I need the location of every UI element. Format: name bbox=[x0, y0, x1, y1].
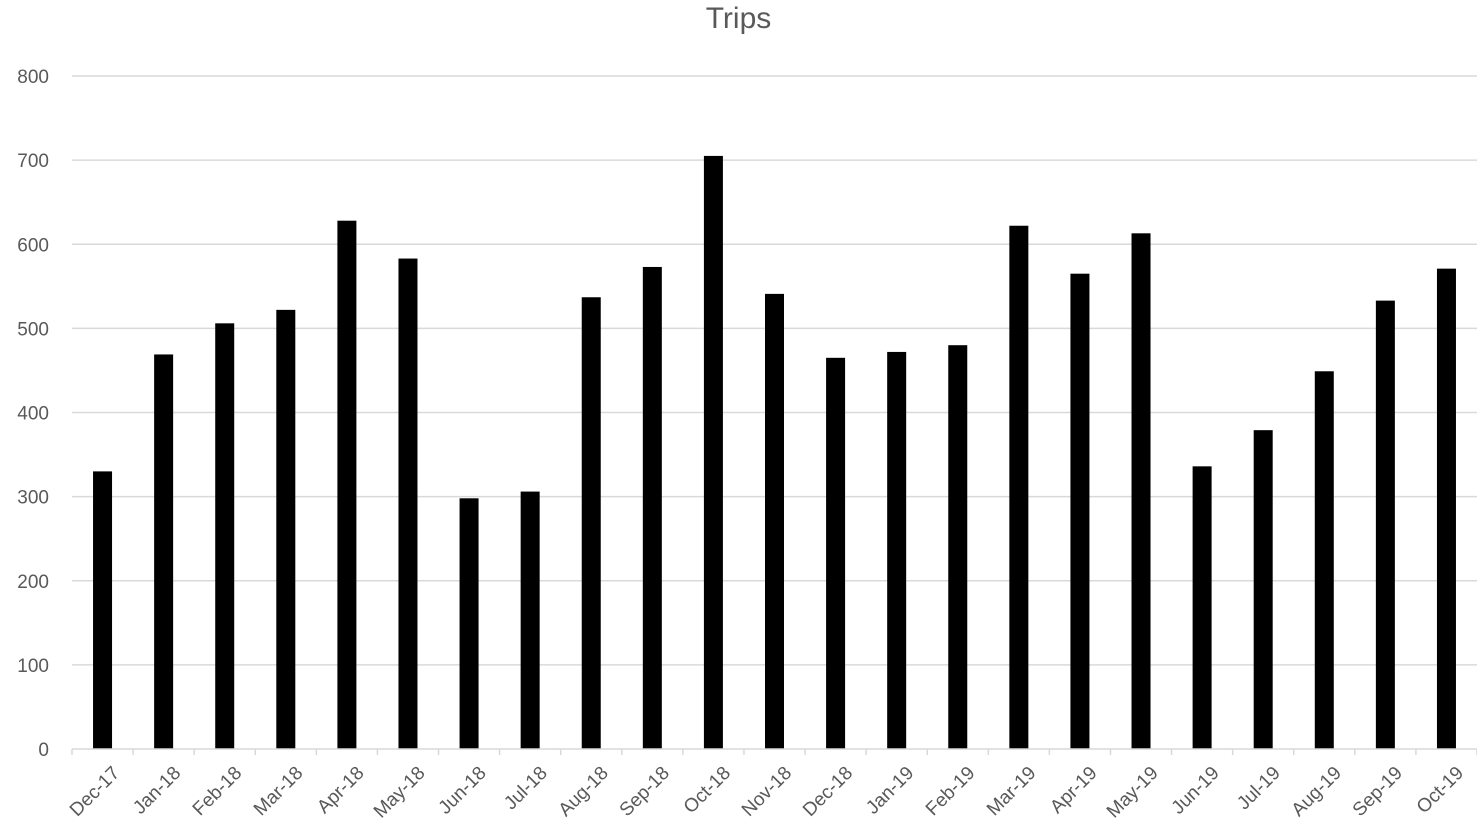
y-tick-label: 200 bbox=[17, 572, 49, 593]
bar bbox=[1253, 430, 1273, 749]
chart-title: Trips bbox=[705, 2, 772, 35]
bar bbox=[642, 266, 662, 749]
x-tick-label: Aug-18 bbox=[555, 763, 613, 821]
bar bbox=[1375, 300, 1395, 749]
x-tick-label: Sep-19 bbox=[1349, 763, 1407, 821]
bar bbox=[520, 491, 540, 749]
x-tick-label: Jul-19 bbox=[1233, 763, 1284, 814]
bar bbox=[93, 471, 113, 749]
bar bbox=[398, 258, 418, 749]
bar bbox=[154, 354, 174, 749]
x-tick-label: Feb-19 bbox=[922, 763, 979, 820]
y-tick-label: 100 bbox=[17, 656, 49, 677]
x-tick-label: Sep-18 bbox=[616, 763, 674, 821]
x-tick-label: Dec-18 bbox=[799, 763, 857, 821]
x-tick-label: Nov-18 bbox=[738, 763, 796, 821]
bar bbox=[703, 155, 723, 749]
bar bbox=[887, 351, 907, 749]
x-tick-label: Mar-19 bbox=[983, 763, 1040, 820]
x-tick-label: Oct-19 bbox=[1413, 763, 1468, 818]
bar bbox=[1314, 371, 1334, 749]
x-tick-label: Oct-18 bbox=[680, 763, 735, 818]
y-tick-label: 700 bbox=[17, 151, 49, 172]
x-tick-label: Dec-17 bbox=[66, 763, 124, 821]
bar bbox=[276, 309, 296, 749]
x-tick-label: Aug-19 bbox=[1288, 763, 1346, 821]
x-tick-label: Jan-18 bbox=[129, 763, 185, 819]
x-tick-label: May-18 bbox=[370, 763, 430, 823]
bars bbox=[93, 155, 1456, 750]
x-tick-label: May-19 bbox=[1103, 763, 1163, 823]
bar bbox=[1009, 225, 1029, 749]
bar bbox=[1131, 233, 1151, 750]
x-tick-label: Apr-19 bbox=[1046, 763, 1101, 818]
x-axis-tick-labels: Dec-17 Jan-18 Feb-18 Mar-18 Apr-18 May-18 Jun-… bbox=[66, 763, 1468, 823]
bar bbox=[948, 345, 968, 749]
bar bbox=[1070, 273, 1090, 749]
bar bbox=[1436, 268, 1456, 749]
y-tick-label: 500 bbox=[17, 319, 49, 340]
bar bbox=[215, 323, 235, 749]
y-tick-label: 800 bbox=[17, 67, 49, 88]
x-tick-label: Feb-18 bbox=[189, 763, 246, 820]
y-tick-label: 600 bbox=[17, 235, 49, 256]
x-tick-label: Jun-19 bbox=[1168, 763, 1224, 819]
y-axis-ticks: 0 100 200 300 400 500 600 700 800 bbox=[17, 67, 49, 761]
x-tick-label: Mar-18 bbox=[250, 763, 307, 820]
bar bbox=[765, 293, 784, 749]
y-tick-label: 400 bbox=[17, 404, 49, 425]
x-axis bbox=[71, 748, 1477, 755]
bar bbox=[459, 498, 479, 749]
x-tick-label: Jul-18 bbox=[500, 763, 551, 814]
bar bbox=[1192, 466, 1212, 749]
bar bbox=[581, 297, 601, 749]
y-tick-label: 300 bbox=[17, 488, 49, 509]
bar bbox=[337, 220, 357, 749]
bar bbox=[826, 357, 846, 749]
x-tick-label: Apr-18 bbox=[313, 763, 368, 818]
x-tick-label: Jan-19 bbox=[862, 763, 918, 819]
x-tick-label: Jun-18 bbox=[435, 763, 491, 819]
y-tick-label: 0 bbox=[38, 740, 49, 761]
